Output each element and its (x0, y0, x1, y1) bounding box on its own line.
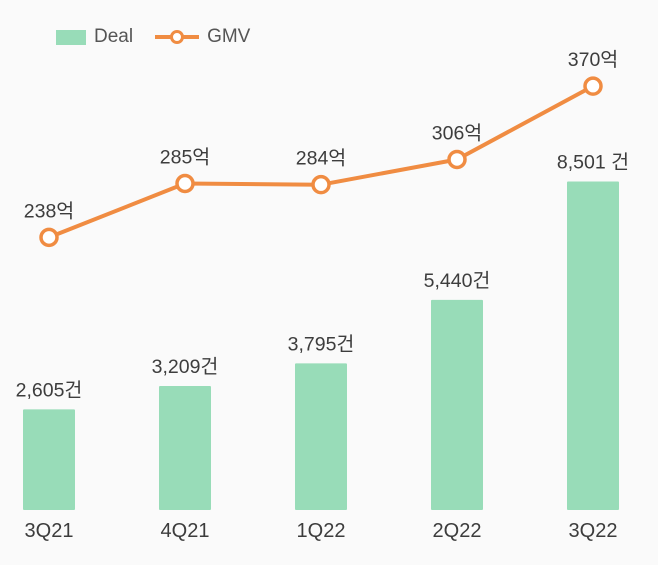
gmv-value-label: 306억 (432, 122, 482, 144)
chart-legend: Deal GMV (56, 26, 250, 48)
gmv-value-label: 370억 (568, 49, 618, 71)
gmv-point-marker (311, 174, 331, 195)
legend-label-deal: Deal (94, 26, 134, 47)
deal-bar (431, 299, 483, 510)
gmv-point-marker (583, 76, 603, 96)
deal-value-label: 5,440건 (424, 270, 491, 292)
deal-bar (567, 181, 619, 510)
deal-value-label: 3,209건 (152, 356, 219, 378)
legend-item-deal: Deal (56, 26, 133, 48)
gmv-legend-circle (169, 29, 184, 44)
deal-bar (159, 386, 211, 510)
gmv-point-marker (175, 173, 195, 194)
gmv-point-marker (447, 149, 467, 170)
gmv-line-marker-icon (155, 29, 200, 45)
deal-swatch-icon (56, 29, 86, 45)
gmv-point-marker (39, 227, 59, 248)
gmv-value-label: 238억 (24, 200, 74, 222)
legend-label-gmv: GMV (207, 26, 251, 47)
x-axis-label: 3Q22 (569, 520, 618, 542)
deal-bar (295, 363, 347, 510)
deal-value-label: 3,795건 (288, 333, 355, 355)
x-axis-label: 4Q21 (161, 520, 210, 542)
x-axis-label: 2Q22 (433, 520, 482, 542)
gmv-value-label: 284억 (296, 148, 346, 170)
legend-item-gmv: GMV (155, 26, 250, 48)
deal-value-label: 2,605건 (16, 379, 83, 401)
x-axis-label: 3Q21 (25, 520, 74, 542)
x-axis-label: 1Q22 (297, 520, 346, 542)
deal-bar (23, 409, 75, 510)
deal-value-label: 8,501 건 (557, 152, 629, 174)
gmv-value-label: 285억 (160, 147, 210, 169)
